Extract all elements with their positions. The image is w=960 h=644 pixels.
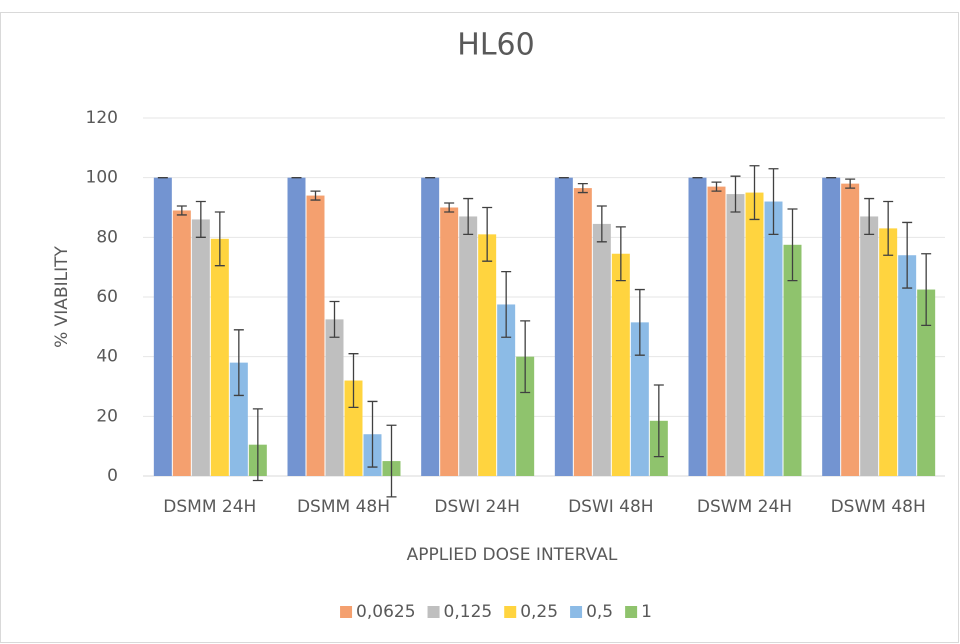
bar	[764, 201, 783, 477]
bar	[306, 195, 325, 477]
bar	[783, 244, 802, 476]
x-axis-title: APPLIED DOSE INTERVAL	[407, 545, 618, 565]
bar	[172, 210, 191, 476]
error-bar	[520, 320, 531, 394]
bar	[592, 223, 611, 476]
bar	[459, 216, 478, 476]
x-tick-label: DSMM 24H	[163, 497, 256, 517]
y-tick-label: 20	[96, 406, 118, 426]
error-bar	[749, 165, 760, 221]
error-bar	[463, 197, 474, 235]
error-bar	[348, 353, 359, 409]
bar	[229, 362, 248, 476]
bar	[726, 194, 745, 476]
bar	[287, 177, 306, 476]
legend-label: 0,25	[520, 602, 558, 622]
legend-label: 1	[641, 602, 652, 622]
x-tick-label: DSWI 48H	[568, 497, 654, 517]
error-bar	[501, 270, 512, 338]
legend-label: 0,125	[444, 602, 493, 622]
bar	[325, 319, 344, 476]
error-bar	[386, 424, 397, 498]
legend-label: 0,0625	[356, 602, 415, 622]
error-bar	[329, 300, 340, 338]
bar	[478, 234, 497, 476]
bar	[516, 356, 535, 476]
error-bar	[176, 205, 187, 216]
error-bar	[787, 208, 798, 282]
error-bar	[634, 288, 645, 356]
legend-swatch	[625, 606, 638, 618]
bar	[688, 177, 707, 476]
bar	[707, 186, 726, 476]
legend-label: 0,5	[586, 602, 613, 622]
bar	[917, 289, 936, 476]
bar	[573, 188, 592, 476]
bar	[745, 192, 764, 477]
error-bar	[615, 226, 626, 282]
bar	[898, 255, 917, 476]
y-tick-label: 80	[96, 227, 118, 247]
error-bar	[444, 202, 455, 213]
bar	[860, 216, 879, 476]
y-tick-label: 120	[86, 108, 118, 128]
bar	[421, 177, 440, 476]
error-bar	[596, 205, 607, 243]
error-bar	[730, 175, 741, 213]
error-bar	[711, 181, 722, 192]
bar	[344, 380, 363, 476]
x-tick-label: DSMM 48H	[297, 497, 390, 517]
error-bar	[233, 329, 244, 397]
bar	[554, 177, 573, 476]
error-bar	[482, 206, 493, 262]
error-bar	[921, 253, 932, 326]
error-bar	[252, 408, 263, 482]
bar	[153, 177, 172, 476]
bar	[497, 304, 516, 476]
bar	[611, 253, 630, 476]
bar	[822, 177, 841, 476]
error-bar	[310, 190, 321, 201]
y-tick-label: 0	[107, 466, 118, 486]
error-bar	[768, 168, 779, 235]
chart-title: HL60	[457, 28, 534, 63]
legend-swatch	[570, 606, 583, 618]
error-bar	[902, 221, 913, 289]
error-bar	[845, 178, 856, 189]
error-bar	[577, 182, 588, 194]
legend-swatch	[504, 606, 517, 618]
bar	[879, 228, 898, 476]
y-tick-label: 100	[86, 168, 118, 188]
x-tick-label: DSWM 48H	[831, 497, 926, 517]
y-axis-title: % VIABILITY	[52, 246, 72, 348]
error-bar	[883, 200, 894, 256]
bar	[440, 207, 459, 476]
bar	[210, 238, 229, 476]
error-bar	[653, 384, 664, 458]
error-bar	[195, 200, 206, 238]
legend-swatch	[340, 606, 353, 618]
legend-swatch	[427, 606, 440, 618]
error-bar	[367, 400, 378, 468]
y-tick-label: 40	[96, 347, 118, 367]
x-tick-label: DSWI 24H	[434, 497, 520, 517]
x-tick-label: DSWM 24H	[697, 497, 792, 517]
error-bar	[214, 211, 225, 267]
bar	[841, 183, 860, 476]
bar	[191, 219, 210, 476]
error-bar	[864, 197, 875, 235]
bar	[630, 322, 649, 476]
y-tick-label: 60	[96, 287, 118, 307]
